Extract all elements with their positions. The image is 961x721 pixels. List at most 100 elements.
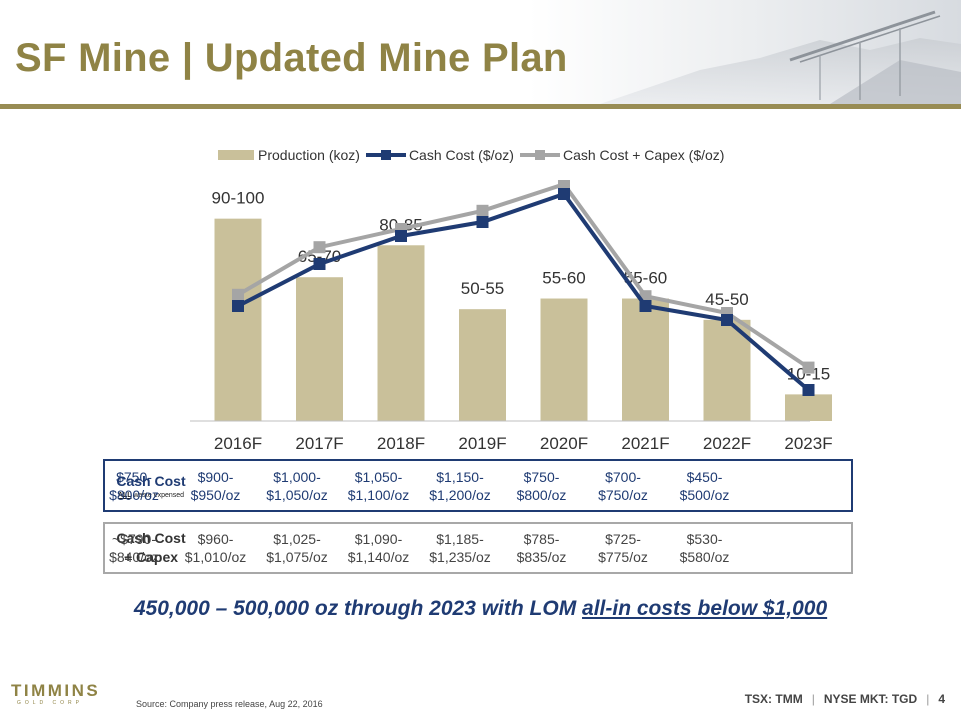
production-bar (540, 298, 588, 421)
cash-cost-cell: $750- $800/oz (94, 461, 174, 510)
bar-value-label: 50-55 (461, 279, 504, 298)
capex-cell-line: $1,075/oz (266, 549, 328, 565)
cash-cost-line (237, 191, 810, 392)
capex-cell: $1,090- $1,140/oz (339, 524, 419, 572)
capex-cell-line: $1,090- (354, 531, 403, 547)
x-tick-label: 2021F (621, 434, 669, 453)
cash-cost-cell-line: $700- (605, 468, 641, 485)
x-tick-label: 2019F (458, 434, 506, 453)
capex-line (236, 181, 810, 370)
production-bar (622, 298, 669, 421)
production-cost-chart: 90-10065-7080-8550-5555-6055-6045-5010-1… (190, 180, 833, 453)
cash-cost-marker (476, 216, 489, 228)
capex-cell: $1,025- $1,075/oz (257, 524, 337, 572)
chart-legend: Production (koz) Cash Cost ($/oz) Cash C… (218, 145, 730, 165)
capex-cell-line: $1,025- (273, 531, 321, 547)
capex-cell-line: $960- (197, 531, 234, 547)
capex-cell-line: $835/oz (516, 549, 567, 565)
legend-label-capex: Cash Cost + Capex ($/oz) (562, 147, 725, 163)
cash-cost-marker (802, 384, 815, 396)
header-divider (0, 104, 961, 109)
cash-cost-note: ALL waste expensed (118, 492, 184, 499)
cash-cost-cell: $750- $800/oz (502, 461, 582, 510)
cash-cost-label: Cash Cost (116, 472, 186, 489)
cash-cost-cell-line: $750- (116, 468, 152, 485)
cash-cost-marker (721, 314, 733, 326)
capex-cell-line: $785- (523, 531, 560, 547)
legend-swatch-production (218, 150, 254, 160)
cash-cost-cell-line: $800/oz (516, 486, 567, 503)
ticker-tsx: TSX: TMM (744, 692, 803, 706)
capex-cell: $785- $835/oz (502, 524, 582, 572)
production-bar (459, 309, 506, 421)
cash-cost-marker (232, 300, 244, 312)
cash-cost-cell-line: $950/oz (190, 486, 241, 503)
capex-cell-line: ~$790- (112, 531, 156, 547)
capex-cell-line: $1,185- (436, 531, 484, 547)
x-tick-label: 2020F (540, 434, 588, 453)
tagline-underlined: all-in costs below $1,000 (582, 597, 828, 620)
capex-marker (476, 204, 489, 217)
capex-cell-line: $1,235/oz (429, 549, 491, 565)
x-tick-label: 2023F (784, 434, 832, 453)
capex-cell-line: $725- (605, 531, 641, 547)
capex-table-label: Cash Cost + Capex (105, 524, 197, 572)
legend-swatch-cash-cost (365, 149, 406, 161)
x-tick-label: 2016F (214, 434, 262, 453)
tagline-main: 450,000 – 500,000 oz through 2023 with L… (133, 597, 583, 620)
cash-cost-table-label: Cash Cost ALL waste expensed (105, 461, 197, 510)
source-note: Source: Company press release, Aug 22, 2… (136, 699, 323, 709)
cash-cost-cell-line: $1,150- (436, 468, 484, 485)
capex-marker (802, 361, 815, 374)
footer-tickers: TSX: TMM | NYSE MKT: TGD | 4 (745, 692, 945, 706)
cash-cost-cell: $700- $750/oz (583, 461, 663, 510)
capex-cell: $960- $1,010/oz (176, 524, 256, 572)
production-bar (214, 218, 262, 421)
capex-cell-line: $1,010/oz (184, 549, 247, 565)
cash-cost-cell: $1,150- $1,200/oz (420, 461, 500, 510)
capex-cell: $1,185- $1,235/oz (420, 524, 500, 572)
cash-cost-cell: $1,050- $1,100/oz (339, 461, 419, 510)
x-tick-label: 2022F (703, 434, 751, 453)
production-bar (785, 394, 832, 421)
x-tick-label: 2018F (377, 434, 425, 453)
cash-cost-cell-line: $500/oz (679, 486, 730, 503)
capex-cell-line: $1,140/oz (347, 549, 410, 565)
page-separator: | (926, 692, 930, 706)
bar-value-label: 90-100 (212, 189, 265, 208)
capex-cell-line: $840/oz (109, 549, 159, 565)
capex-table: Cash Cost + Capex ~$790- $840/oz $960- $1,0… (103, 522, 853, 574)
production-bar (296, 277, 343, 421)
cash-cost-marker (558, 188, 570, 200)
cash-cost-cell-line: $900- (197, 468, 234, 485)
legend-label-production: Production (koz) (258, 147, 360, 163)
cash-cost-marker (639, 300, 652, 312)
ticker-separator: | (811, 692, 815, 706)
bar-value-label: 55-60 (542, 269, 585, 288)
cash-cost-note-all: ALL (117, 491, 132, 499)
cash-cost-cell-line: $1,000- (273, 468, 321, 485)
capex-cell-line: $775/oz (598, 549, 648, 565)
capex-marker (232, 288, 244, 301)
cash-cost-cell: $450- $500/oz (665, 461, 745, 510)
cash-cost-marker (313, 258, 326, 270)
company-logo: TIMMINS GOLD CORP (11, 681, 101, 707)
cash-cost-cell-line: $1,200/oz (429, 486, 491, 503)
production-bar (377, 245, 425, 421)
cash-cost-cell-line: $750/oz (598, 486, 648, 503)
cash-cost-cell-line: $1,050/oz (266, 486, 328, 503)
cash-cost-cell: $1,000- $1,050/oz (257, 461, 337, 510)
cash-cost-marker (395, 230, 407, 242)
slide-header: SF Mine | Updated Mine Plan (0, 0, 961, 108)
cash-cost-cell-line: $1,100/oz (347, 486, 410, 503)
cash-cost-table: Cash Cost ALL waste expensed $750- $800/o… (103, 459, 853, 512)
logo-wordmark: TIMMINS (11, 681, 101, 700)
x-tick-label: 2017F (295, 434, 343, 453)
logo-subtext: GOLD CORP (17, 700, 84, 706)
cash-cost-note-rest: waste expensed (131, 491, 185, 499)
page-number: 4 (938, 692, 945, 706)
cash-cost-cell-line: $1,050- (354, 468, 403, 485)
bar-value-label: 45-50 (705, 290, 748, 309)
legend-item-production: Production (koz) (218, 147, 360, 163)
capex-cell-line: $530- (686, 531, 723, 547)
